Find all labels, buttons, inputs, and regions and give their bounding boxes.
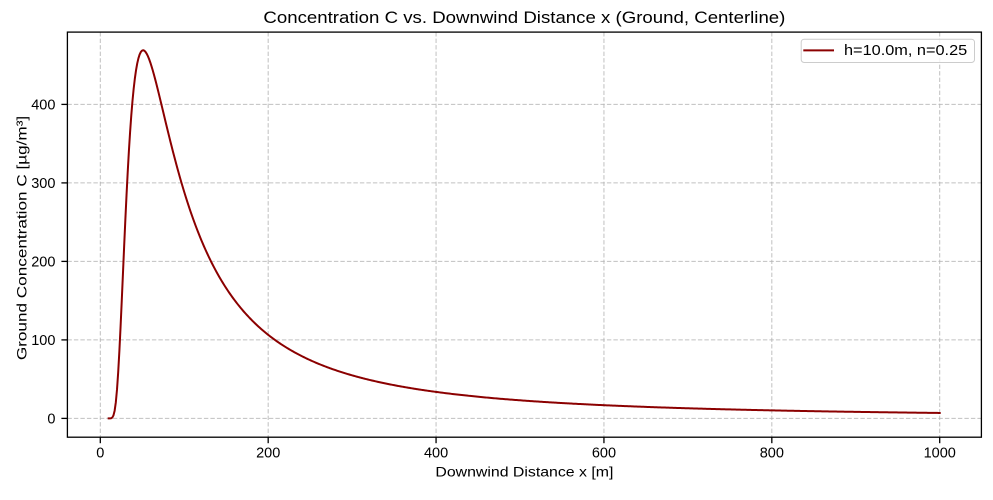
svg-text:h=10.0m, n=0.25: h=10.0m, n=0.25 [844,43,967,59]
svg-text:800: 800 [760,445,784,461]
svg-text:Ground Concentration C [µg/m³]: Ground Concentration C [µg/m³] [15,116,31,360]
svg-text:200: 200 [256,445,280,461]
svg-text:Concentration C vs. Downwind D: Concentration C vs. Downwind Distance x … [263,8,785,27]
svg-text:Downwind Distance x [m]: Downwind Distance x [m] [435,465,613,481]
svg-text:200: 200 [31,255,55,271]
svg-text:400: 400 [31,98,55,114]
svg-text:300: 300 [31,176,55,192]
svg-text:0: 0 [47,412,55,428]
svg-text:400: 400 [424,445,448,461]
svg-text:100: 100 [31,333,55,349]
svg-text:0: 0 [96,445,104,461]
svg-text:1000: 1000 [924,445,956,461]
svg-text:600: 600 [592,445,616,461]
